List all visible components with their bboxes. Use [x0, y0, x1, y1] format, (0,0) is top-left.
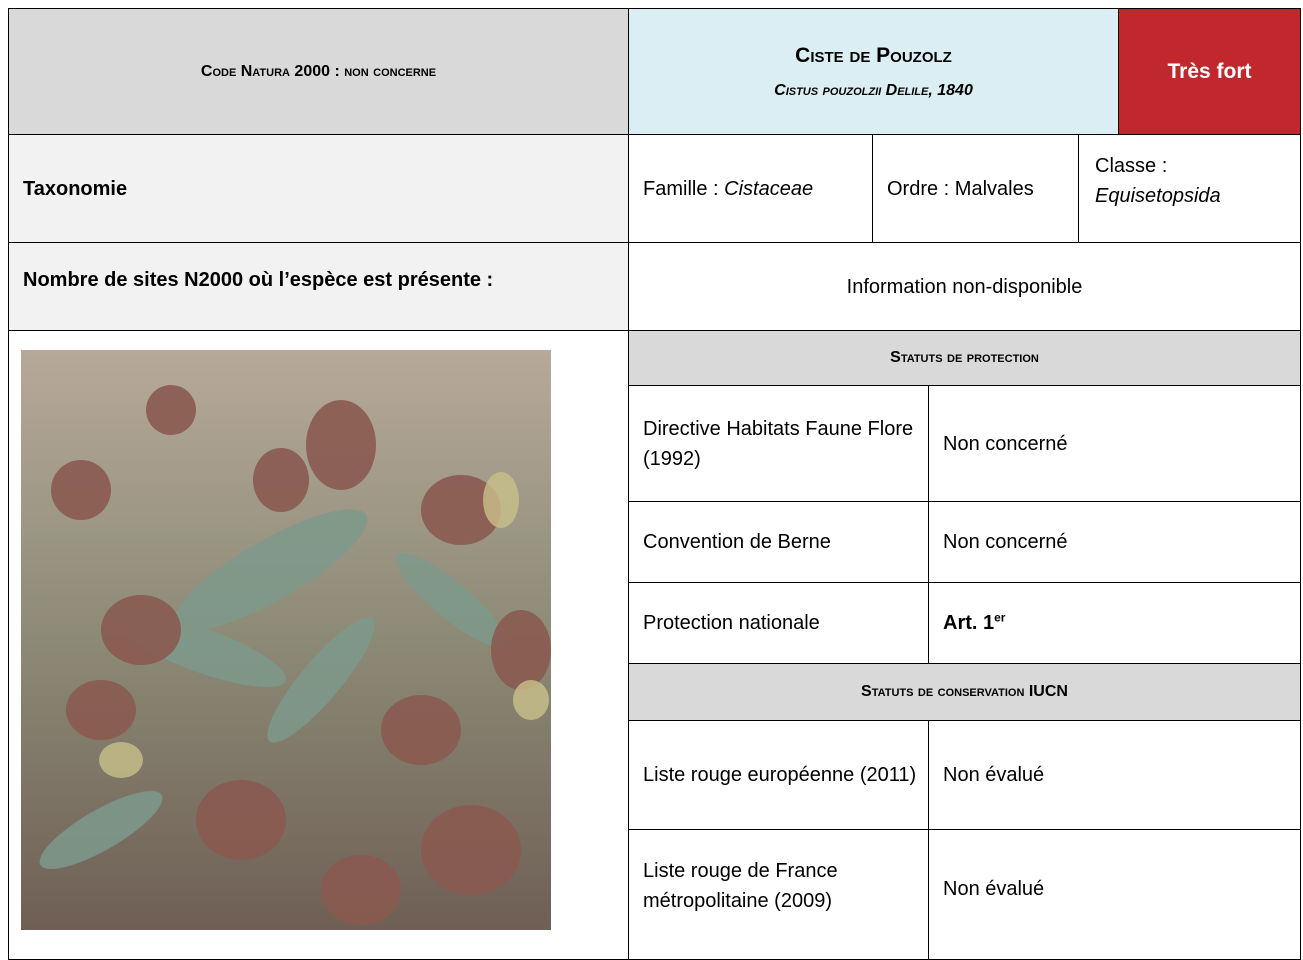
row-label-cell: Directive Habitats Faune Flore (1992): [628, 385, 929, 502]
photo-cell: [8, 330, 629, 960]
classe-cell: Classe : Equisetopsida: [1078, 134, 1301, 243]
level-text: Très fort: [1167, 59, 1252, 83]
row-value: Non évalué: [943, 878, 1045, 900]
article-sup: er: [994, 610, 1006, 625]
code-cell: Code Natura 2000 : non concerne: [8, 8, 629, 135]
row-label: Liste rouge européenne (2011): [643, 764, 917, 786]
conservation-header: Statuts de conservation IUCN: [628, 663, 1301, 721]
sites-value: Information non-disponible: [846, 275, 1083, 298]
classe-label: Classe :: [1095, 155, 1168, 177]
sites-value-cell: Information non-disponible: [628, 242, 1301, 331]
row-value: Non concerné: [943, 531, 1068, 553]
sites-label: Nombre de sites N2000 où l’espèce est pr…: [23, 269, 494, 291]
famille-value: Cistaceae: [724, 177, 814, 200]
row-value-cell: Non concerné: [928, 501, 1301, 583]
protection-header: Statuts de protection: [628, 330, 1301, 386]
row-label-cell: Protection nationale: [628, 582, 929, 664]
level-cell: Très fort: [1118, 8, 1301, 135]
row-value-cell: Non évalué: [928, 829, 1301, 960]
sites-label-cell: Nombre de sites N2000 où l’espèce est pr…: [8, 242, 629, 331]
conservation-title: Statuts de conservation IUCN: [861, 683, 1068, 700]
ordre-cell: Ordre : Malvales: [872, 134, 1079, 243]
row-value-cell: Non concerné: [928, 385, 1301, 502]
taxonomy-label-cell: Taxonomie: [8, 134, 629, 243]
taxonomy-label: Taxonomie: [23, 177, 128, 200]
species-scientific: Cistus pouzolzii Delile, 1840: [774, 82, 973, 100]
row-label: Liste rouge de France métropolitaine (20…: [643, 860, 838, 912]
row-value-cell: Art. 1er: [928, 582, 1301, 664]
code-text: Code Natura 2000 : non concerne: [200, 62, 437, 80]
row-label: Directive Habitats Faune Flore (1992): [643, 417, 914, 470]
row-label-cell: Convention de Berne: [628, 501, 929, 583]
row-value: Non concerné: [943, 432, 1068, 455]
article: Art. 1: [943, 612, 995, 634]
classe-value: Equisetopsida: [1095, 185, 1221, 207]
row-label: Protection nationale: [643, 612, 820, 634]
famille-cell: Famille : Cistaceae: [628, 134, 873, 243]
row-label: Convention de Berne: [643, 531, 831, 553]
species-name: Ciste de Pouzolz: [795, 43, 952, 67]
protection-title: Statuts de protection: [890, 349, 1039, 366]
row-value-cell: Non évalué: [928, 720, 1301, 830]
row-value: Art. 1er: [943, 608, 1005, 638]
ordre-text: Ordre : Malvales: [887, 177, 1034, 200]
famille-label: Famille :: [643, 177, 719, 200]
row-label-cell: Liste rouge européenne (2011): [628, 720, 929, 830]
row-value: Non évalué: [943, 764, 1045, 786]
row-label-cell: Liste rouge de France métropolitaine (20…: [628, 829, 929, 960]
species-cell: Ciste de Pouzolz Cistus pouzolzii Delile…: [628, 8, 1119, 135]
species-photo: [21, 350, 551, 930]
